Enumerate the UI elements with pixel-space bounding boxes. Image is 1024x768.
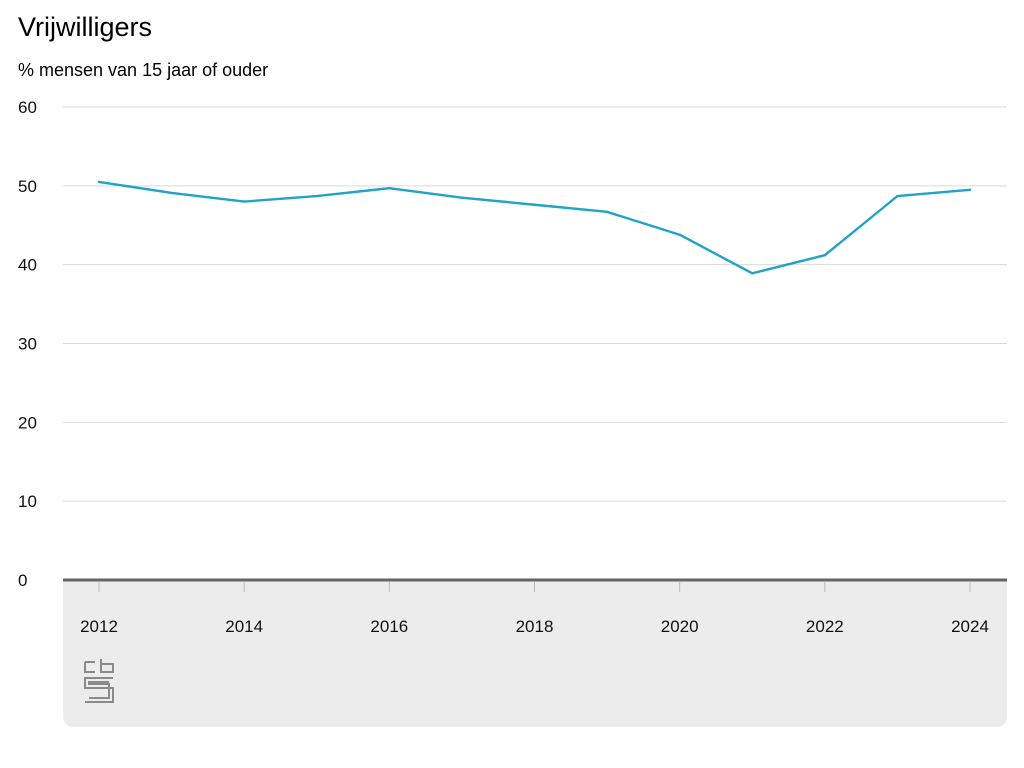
data-point bbox=[751, 272, 754, 275]
data-point bbox=[896, 194, 899, 198]
data-point bbox=[170, 191, 173, 195]
data-point bbox=[678, 233, 681, 236]
series-line bbox=[97, 180, 972, 275]
x-tick-label: 2022 bbox=[806, 617, 844, 636]
cbs-logo-b bbox=[100, 659, 114, 673]
x-tick-label: 2012 bbox=[80, 617, 118, 636]
y-tick-label: 50 bbox=[18, 177, 37, 196]
x-axis-panel bbox=[63, 580, 1007, 727]
cbs-logo bbox=[84, 659, 114, 703]
x-tick-label: 2016 bbox=[370, 617, 408, 636]
y-tick-label: 0 bbox=[18, 571, 27, 590]
data-point bbox=[460, 196, 464, 199]
data-point bbox=[823, 254, 827, 257]
y-tick-label: 10 bbox=[18, 492, 37, 511]
chart-title: Vrijwilligers bbox=[18, 12, 153, 42]
data-point bbox=[315, 194, 318, 198]
cbs-logo-s-inner bbox=[88, 681, 110, 699]
y-tick-label: 20 bbox=[18, 413, 37, 432]
x-tick-label: 2018 bbox=[516, 617, 554, 636]
cbs-logo-s bbox=[84, 677, 114, 703]
x-tick-label: 2024 bbox=[951, 617, 989, 636]
x-tick-label: 2020 bbox=[661, 617, 699, 636]
data-point bbox=[533, 203, 536, 206]
y-tick-label: 30 bbox=[18, 335, 37, 354]
cbs-logo-c bbox=[84, 661, 95, 673]
data-point bbox=[968, 188, 972, 191]
y-tick-label: 60 bbox=[18, 98, 37, 117]
x-tick-label: 2014 bbox=[225, 617, 263, 636]
data-point bbox=[242, 200, 246, 203]
y-tick-label: 40 bbox=[18, 256, 37, 275]
chart-subtitle: % mensen van 15 jaar of ouder bbox=[18, 60, 269, 80]
data-point bbox=[388, 186, 391, 190]
data-point bbox=[97, 180, 101, 184]
data-point bbox=[605, 210, 609, 214]
